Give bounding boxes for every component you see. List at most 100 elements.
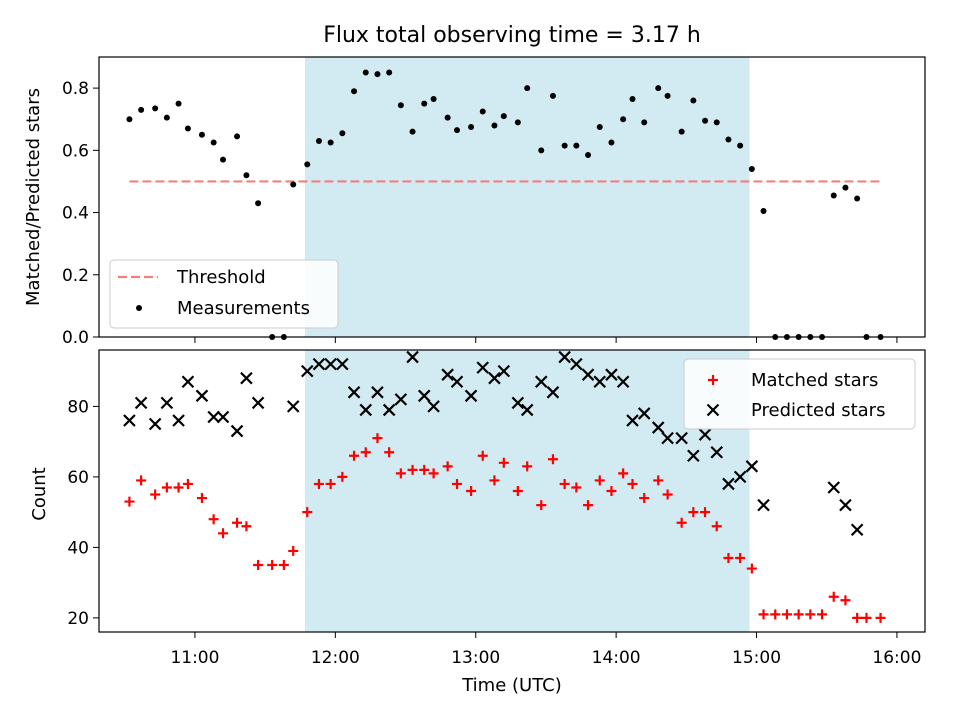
measurement-point [737, 142, 744, 149]
legend-measurements-swatch [136, 305, 142, 311]
measurement-point [397, 102, 404, 109]
matched-point [288, 545, 299, 556]
legend-measurements-label: Measurements [177, 298, 310, 319]
matched-point [571, 482, 582, 493]
measurement-point [842, 184, 849, 191]
measurement-point [126, 116, 133, 123]
matched-point [522, 461, 533, 472]
measurement-point [454, 127, 461, 134]
measurement-point [620, 116, 627, 123]
top-y-axis-label: Matched/Predicted stars [23, 88, 44, 306]
predicted-point [371, 386, 384, 399]
x-tick-label: 11:00 [170, 648, 219, 668]
y-tick-label: 0.8 [62, 79, 89, 99]
matched-point [498, 457, 509, 468]
matched-point [627, 478, 638, 489]
predicted-point [710, 445, 724, 459]
predicted-point [626, 414, 639, 427]
predicted-point [661, 431, 674, 445]
matched-point [594, 475, 605, 486]
measurement-point [210, 139, 217, 146]
predicted-point [394, 393, 408, 406]
predicted-point [406, 350, 419, 364]
matched-point [232, 517, 243, 528]
measurement-point [655, 85, 662, 92]
matched-point [793, 609, 804, 620]
predicted-point [216, 410, 230, 424]
measurement-point [421, 100, 428, 107]
predicted-point [160, 396, 174, 410]
matched-point [218, 528, 229, 539]
predicted-point [511, 396, 525, 410]
measurement-point [468, 124, 475, 130]
measurement-point [243, 172, 250, 179]
matched-point [302, 507, 313, 518]
predicted-point [207, 410, 220, 424]
measurement-point [573, 142, 580, 149]
measurement-point [290, 181, 297, 188]
predicted-point [230, 424, 244, 438]
matched-point [653, 475, 664, 486]
measurement-point [255, 200, 262, 207]
measurement-point [678, 128, 685, 135]
matched-point [583, 500, 594, 511]
matched-point [606, 486, 617, 496]
measurement-point [641, 119, 648, 126]
matched-point [700, 507, 711, 518]
measurement-point [362, 69, 369, 76]
matched-point [489, 475, 500, 486]
matched-point [313, 478, 324, 489]
predicted-point [476, 361, 490, 374]
legend-matched-label: Matched stars [751, 370, 878, 391]
matched-point [639, 493, 650, 504]
measurement-point [760, 208, 767, 214]
predicted-point [347, 386, 361, 399]
predicted-point [722, 477, 735, 491]
predicted-point [637, 407, 651, 420]
matched-point [861, 612, 872, 623]
predicted-point [312, 357, 326, 371]
y-tick-label: 0.0 [62, 328, 89, 348]
matched-point [384, 447, 395, 458]
matched-point [547, 454, 558, 465]
predicted-point [757, 498, 770, 512]
y-tick-label: 20 [67, 609, 89, 629]
predicted-point [382, 403, 396, 417]
x-tick-label: 14:00 [592, 648, 641, 668]
matched-point [325, 478, 336, 489]
predicted-point [733, 470, 747, 484]
legend-threshold-label: Threshold [176, 267, 266, 288]
matched-point [173, 482, 184, 493]
predicted-point [850, 523, 864, 537]
y-tick-label: 0.4 [62, 204, 89, 224]
measurement-point [664, 92, 671, 99]
matched-point [395, 468, 406, 479]
predicted-point [520, 403, 534, 417]
measurement-point [184, 125, 191, 132]
measurement-point [138, 106, 145, 113]
matched-point [182, 478, 193, 489]
measurement-point [748, 166, 755, 172]
predicted-point [417, 389, 431, 403]
measurement-point [409, 128, 416, 135]
predicted-point [181, 375, 195, 389]
predicted-point [251, 396, 265, 410]
matched-point [337, 471, 348, 482]
x-axis-label: Time (UTC) [461, 675, 562, 696]
predicted-point [534, 375, 548, 389]
matched-point [161, 482, 172, 493]
predicted-point [558, 350, 571, 364]
matched-point [253, 560, 264, 571]
predicted-point [570, 357, 583, 371]
matched-point [723, 552, 734, 563]
bottom-plot-frame [98, 349, 926, 633]
matched-point [452, 478, 463, 489]
matched-point [852, 612, 863, 623]
measurement-point [351, 88, 358, 95]
matched-point [676, 517, 687, 528]
measurement-point [444, 114, 451, 121]
predicted-point [464, 389, 478, 403]
measurement-point [220, 156, 227, 163]
predicted-point [195, 389, 209, 403]
legend-box [109, 259, 339, 329]
